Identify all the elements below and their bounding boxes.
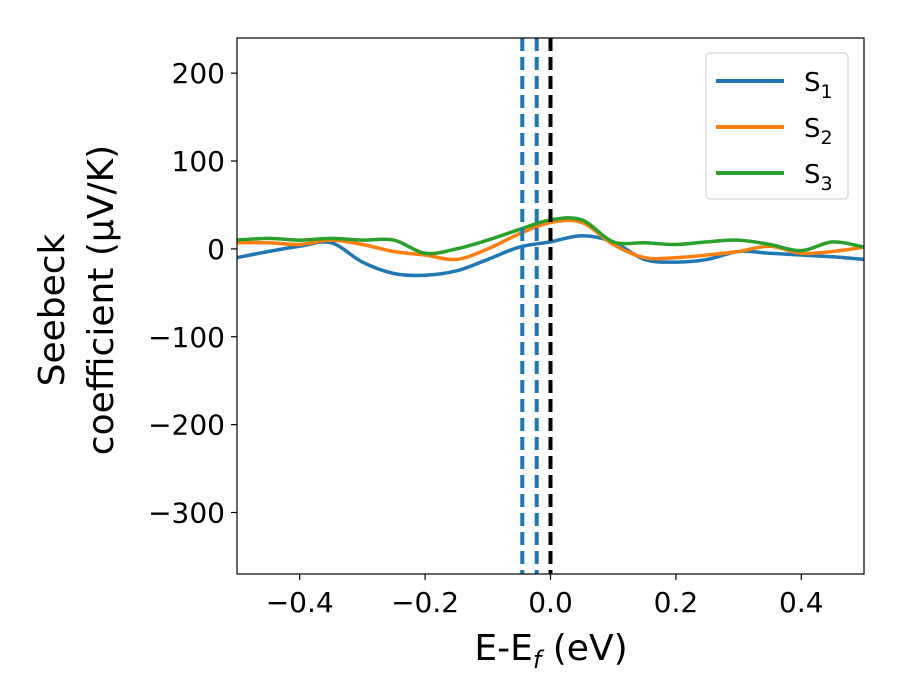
y-tick-label: 100 [172, 145, 225, 178]
legend-label: S1 [804, 68, 833, 103]
x-tick-label: 0.0 [528, 586, 573, 619]
plot-area [237, 38, 864, 574]
y-tick-label: 200 [172, 57, 225, 90]
y-tick-label: −300 [148, 496, 225, 529]
x-tick-label: −0.2 [391, 586, 459, 619]
axes: −0.4 −0.2 0.0 0.2 0.4 200 100 0 −100 −200 −300 [148, 37, 865, 619]
x-tick-label: −0.4 [266, 586, 334, 619]
x-axis-label: E-Ef (eV) [474, 628, 627, 674]
y-axis-label-line2: coefficient (μV/K) [81, 145, 122, 455]
x-tick-label: 0.4 [779, 586, 824, 619]
y-tick-label: −200 [148, 409, 225, 442]
y-tick-label: 0 [207, 233, 225, 266]
legend-label: S3 [804, 160, 833, 195]
y-axis-label-line1: Seebeck [32, 233, 73, 386]
series-line-S1 [237, 233, 864, 278]
legend: S1 S2 S3 [705, 52, 849, 200]
x-tick-label: 0.2 [654, 586, 699, 619]
legend-label: S2 [804, 114, 833, 149]
y-tick-label: −100 [148, 321, 225, 354]
series-line-S2 [237, 218, 864, 262]
